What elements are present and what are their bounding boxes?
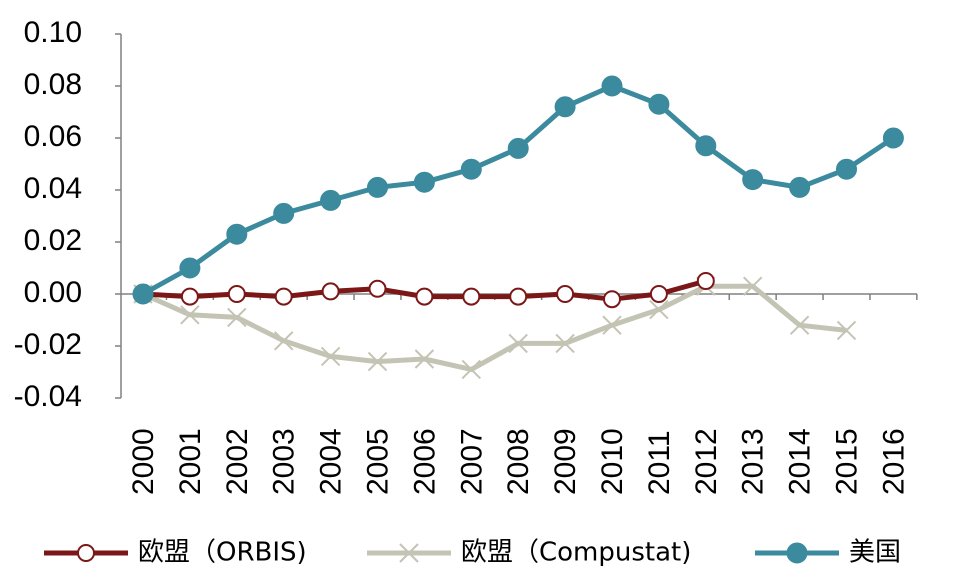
x-tick-label: 2008 bbox=[502, 428, 535, 495]
data-point bbox=[648, 93, 670, 115]
x-tick-label: 2001 bbox=[174, 428, 207, 495]
data-point bbox=[273, 202, 295, 224]
data-point bbox=[789, 315, 810, 335]
data-point bbox=[603, 290, 621, 309]
data-point bbox=[226, 223, 248, 245]
data-point bbox=[367, 351, 388, 372]
x-tick-label: 2003 bbox=[268, 428, 301, 495]
legend-label: 欧盟（Compustat) bbox=[461, 538, 691, 568]
y-tick-label: 0.06 bbox=[24, 120, 82, 153]
data-point bbox=[602, 315, 622, 335]
y-tick-label: -0.02 bbox=[14, 328, 82, 361]
y-tick-label: 0.04 bbox=[24, 172, 82, 205]
data-point bbox=[460, 158, 482, 180]
data-point bbox=[367, 176, 388, 198]
legend-swatch-marker bbox=[786, 542, 808, 564]
data-point bbox=[321, 282, 340, 301]
y-tick-label: 0.00 bbox=[24, 276, 82, 309]
data-point bbox=[742, 169, 764, 191]
x-tick-label: 2015 bbox=[831, 428, 864, 495]
data-point bbox=[696, 272, 715, 290]
y-tick-label: 0.10 bbox=[24, 16, 82, 49]
data-point bbox=[836, 320, 857, 341]
data-point bbox=[508, 333, 528, 354]
series-layer bbox=[132, 75, 904, 380]
data-point bbox=[368, 279, 387, 298]
data-point bbox=[601, 75, 623, 97]
data-point bbox=[180, 305, 200, 325]
legend-item: 美国 bbox=[755, 538, 901, 568]
data-point bbox=[507, 137, 529, 159]
data-point bbox=[179, 257, 201, 279]
data-point bbox=[836, 158, 857, 180]
y-tick-label: 0.02 bbox=[24, 224, 82, 257]
legend-label: 欧盟（ORBIS) bbox=[138, 538, 307, 568]
legend-item: 欧盟（Compustat) bbox=[367, 538, 691, 568]
legend: 欧盟（ORBIS) 欧盟（Compustat) 美国 bbox=[44, 538, 901, 568]
data-point bbox=[556, 285, 575, 303]
legend-label: 美国 bbox=[849, 538, 901, 568]
x-tick-label: 2013 bbox=[737, 428, 770, 495]
series-line bbox=[141, 83, 895, 297]
legend-item: 欧盟（ORBIS) bbox=[44, 538, 307, 568]
series-0 bbox=[134, 272, 715, 309]
y-axis: 0.10 0.08 0.06 0.04 0.02 0.00 -0.02 -0.04 bbox=[14, 16, 122, 413]
series-2 bbox=[132, 75, 904, 305]
data-point bbox=[227, 285, 246, 303]
data-point bbox=[882, 127, 904, 149]
data-point bbox=[554, 96, 576, 118]
x-tick-label: 2000 bbox=[127, 428, 160, 495]
x-tick-label: 2002 bbox=[221, 428, 254, 495]
data-point bbox=[414, 349, 435, 369]
data-point bbox=[132, 283, 154, 305]
data-point bbox=[227, 307, 247, 328]
x-tick-label: 2010 bbox=[596, 428, 629, 495]
data-point bbox=[180, 287, 199, 306]
x-tick-label: 2016 bbox=[877, 428, 910, 495]
data-point bbox=[415, 287, 434, 306]
data-point bbox=[509, 287, 528, 306]
data-point bbox=[413, 171, 435, 193]
x-tick-label: 2014 bbox=[784, 428, 817, 495]
data-point bbox=[320, 189, 342, 211]
series-line bbox=[141, 283, 847, 372]
x-tick-label: 2012 bbox=[690, 428, 723, 495]
legend-swatch-marker bbox=[77, 544, 95, 562]
x-tick-label: 2006 bbox=[408, 428, 441, 495]
data-point bbox=[649, 285, 668, 303]
x-tick-label: 2004 bbox=[315, 428, 348, 495]
data-point bbox=[461, 359, 482, 380]
x-tick-label: 2009 bbox=[549, 428, 582, 495]
data-point bbox=[649, 299, 669, 320]
data-point bbox=[789, 176, 811, 198]
x-tick-label: 2011 bbox=[643, 430, 676, 495]
x-tick-label: 2007 bbox=[455, 428, 488, 495]
data-point bbox=[320, 346, 341, 367]
data-point bbox=[742, 276, 763, 296]
data-point bbox=[462, 287, 481, 306]
y-tick-label: -0.04 bbox=[14, 380, 82, 413]
data-point bbox=[695, 135, 717, 157]
y-tick-label: 0.08 bbox=[24, 68, 82, 101]
data-point bbox=[555, 333, 575, 354]
x-tick-label: 2005 bbox=[362, 428, 395, 495]
data-point bbox=[274, 287, 293, 306]
legend-swatch-marker bbox=[399, 543, 419, 563]
data-point bbox=[273, 331, 294, 351]
x-axis: 2000 2001 2002 2003 2004 2005 2006 2007 2008 2009… bbox=[121, 293, 918, 495]
